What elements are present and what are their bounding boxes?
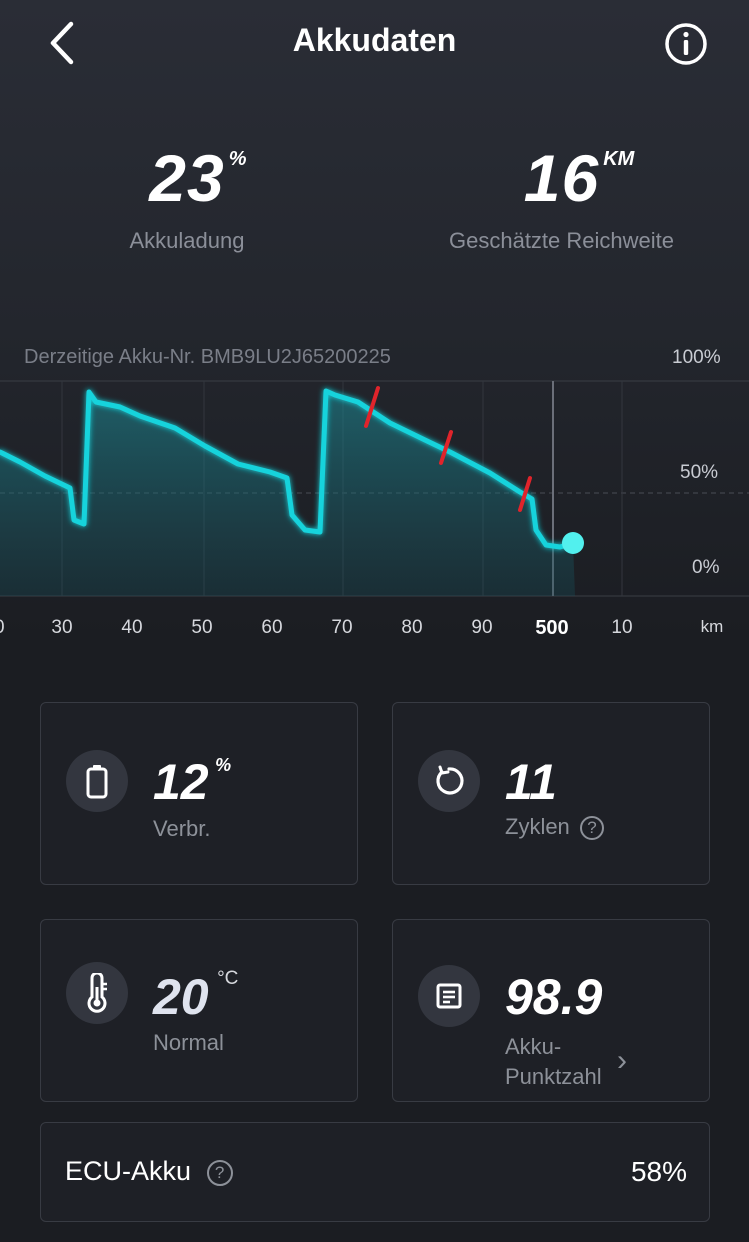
x-tick-label: 10 bbox=[611, 617, 633, 638]
range-summary: 16 KM bbox=[374, 140, 749, 216]
battery-level-series bbox=[0, 388, 576, 550]
cycles-value: 11 bbox=[505, 754, 557, 810]
temperature-card: 20 °C Normal bbox=[40, 919, 358, 1102]
temperature-unit: °C bbox=[217, 968, 239, 989]
range-label: Geschätzte Reichweite bbox=[449, 228, 674, 253]
x-tick-label: 30 bbox=[51, 617, 73, 638]
temperature-status: Normal bbox=[153, 1030, 224, 1055]
refresh-icon bbox=[418, 750, 480, 812]
annotation-marks bbox=[364, 386, 532, 512]
x-tick-label: 40 bbox=[121, 617, 143, 638]
x-tick-label: 90 bbox=[471, 617, 493, 638]
help-icon[interactable]: ? bbox=[579, 816, 604, 841]
battery-score-label-line2: Punktzahl bbox=[505, 1064, 602, 1089]
charge-summary: 23 % bbox=[0, 140, 374, 216]
y-label-100: 100% bbox=[672, 347, 721, 368]
temperature-value: 20 bbox=[153, 969, 209, 1025]
x-tick-label: 60 bbox=[261, 617, 283, 638]
info-button[interactable] bbox=[660, 18, 712, 70]
annotation-mark bbox=[518, 476, 532, 512]
ecu-battery-row: ECU-Akku ? 58% bbox=[40, 1122, 710, 1222]
x-tick-label: 80 bbox=[401, 617, 423, 638]
battery-history-chart[interactable] bbox=[0, 375, 749, 605]
info-icon bbox=[665, 23, 707, 65]
charge-unit: % bbox=[228, 148, 247, 170]
back-button[interactable] bbox=[40, 18, 90, 68]
battery-id-label: Derzeitige Akku-Nr. BMB9LU2J65200225 bbox=[24, 346, 391, 368]
range-unit: KM bbox=[603, 148, 635, 170]
consumption-card: 12 % Verbr. bbox=[40, 702, 358, 885]
battery-score-label-line1: Akku- bbox=[505, 1034, 562, 1059]
y-label-50: 50% bbox=[680, 462, 719, 483]
charge-value: 23 bbox=[149, 141, 225, 215]
cycles-label: Zyklen bbox=[505, 814, 570, 839]
current-level-marker bbox=[562, 532, 584, 554]
charge-label: Akkuladung bbox=[129, 228, 245, 253]
x-tick-label: 70 bbox=[331, 617, 353, 638]
document-icon bbox=[418, 965, 480, 1027]
range-value: 16 bbox=[523, 141, 600, 215]
annotation-mark bbox=[439, 430, 453, 465]
x-tick-label: 50 bbox=[191, 617, 213, 638]
cycles-card: 11 Zyklen ? bbox=[392, 702, 710, 885]
y-label-0: 0% bbox=[692, 557, 720, 578]
x-tick-label-current: 500 bbox=[535, 617, 569, 639]
chevron-right-icon: › bbox=[617, 1044, 627, 1077]
thermometer-icon bbox=[66, 962, 128, 1024]
battery-score-card[interactable]: 98.9 Akku- Punktzahl › bbox=[392, 919, 710, 1102]
chevron-left-icon bbox=[50, 21, 74, 65]
battery-icon bbox=[66, 750, 128, 812]
annotation-mark bbox=[364, 386, 380, 428]
ecu-battery-label: ECU-Akku bbox=[65, 1156, 192, 1186]
consumption-unit: % bbox=[215, 755, 232, 775]
x-tick-label: 0 bbox=[0, 617, 5, 639]
consumption-label: Verbr. bbox=[153, 816, 211, 841]
page-title: Akkudaten bbox=[292, 22, 457, 58]
x-axis-unit: km bbox=[700, 617, 724, 636]
ecu-battery-value: 58% bbox=[630, 1156, 687, 1187]
consumption-value: 12 bbox=[153, 754, 209, 810]
battery-score-value: 98.9 bbox=[505, 969, 603, 1025]
help-icon[interactable]: ? bbox=[206, 1159, 233, 1186]
